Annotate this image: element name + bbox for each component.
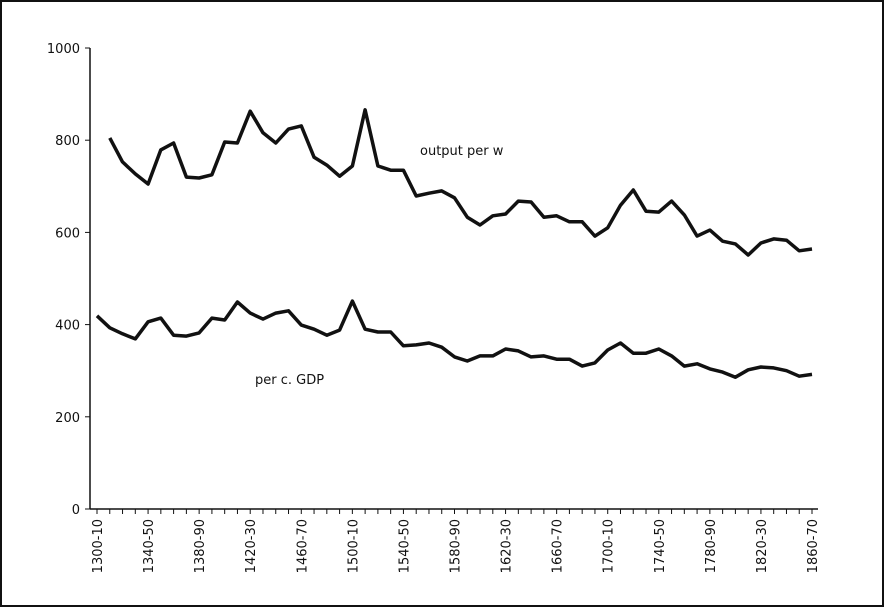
y-tick-label: 400 [55, 319, 80, 334]
x-tick-label: 1380-90 [193, 519, 208, 573]
x-tick-label: 1660-70 [551, 519, 566, 573]
x-tick-label: 1300-10 [91, 519, 106, 573]
x-tick-label: 1820-30 [755, 519, 770, 573]
x-tick-label: 1500-10 [346, 519, 361, 573]
x-tick-label: 1860-70 [806, 519, 821, 573]
series-label: per c. GDP [255, 373, 324, 388]
x-tick-label: 1540-50 [397, 519, 412, 573]
y-tick-label: 800 [55, 134, 80, 149]
y-tick-label: 200 [55, 411, 80, 426]
x-tick-label: 1780-90 [704, 519, 719, 573]
x-tick-label: 1700-10 [602, 519, 617, 573]
x-tick-label: 1740-50 [653, 519, 668, 573]
x-tick-label: 1340-50 [142, 519, 157, 573]
x-tick-label: 1620-30 [500, 519, 515, 573]
y-tick-label: 600 [55, 226, 80, 241]
series-label: output per w [420, 144, 504, 159]
series-line [95, 299, 813, 379]
y-tick-label: 1000 [47, 42, 80, 57]
series-line [108, 108, 813, 257]
x-tick-label: 1460-70 [295, 519, 310, 573]
x-tick-label: 1580-90 [449, 519, 464, 573]
y-tick-label: 0 [72, 503, 80, 518]
x-tick-label: 1420-30 [244, 519, 259, 573]
